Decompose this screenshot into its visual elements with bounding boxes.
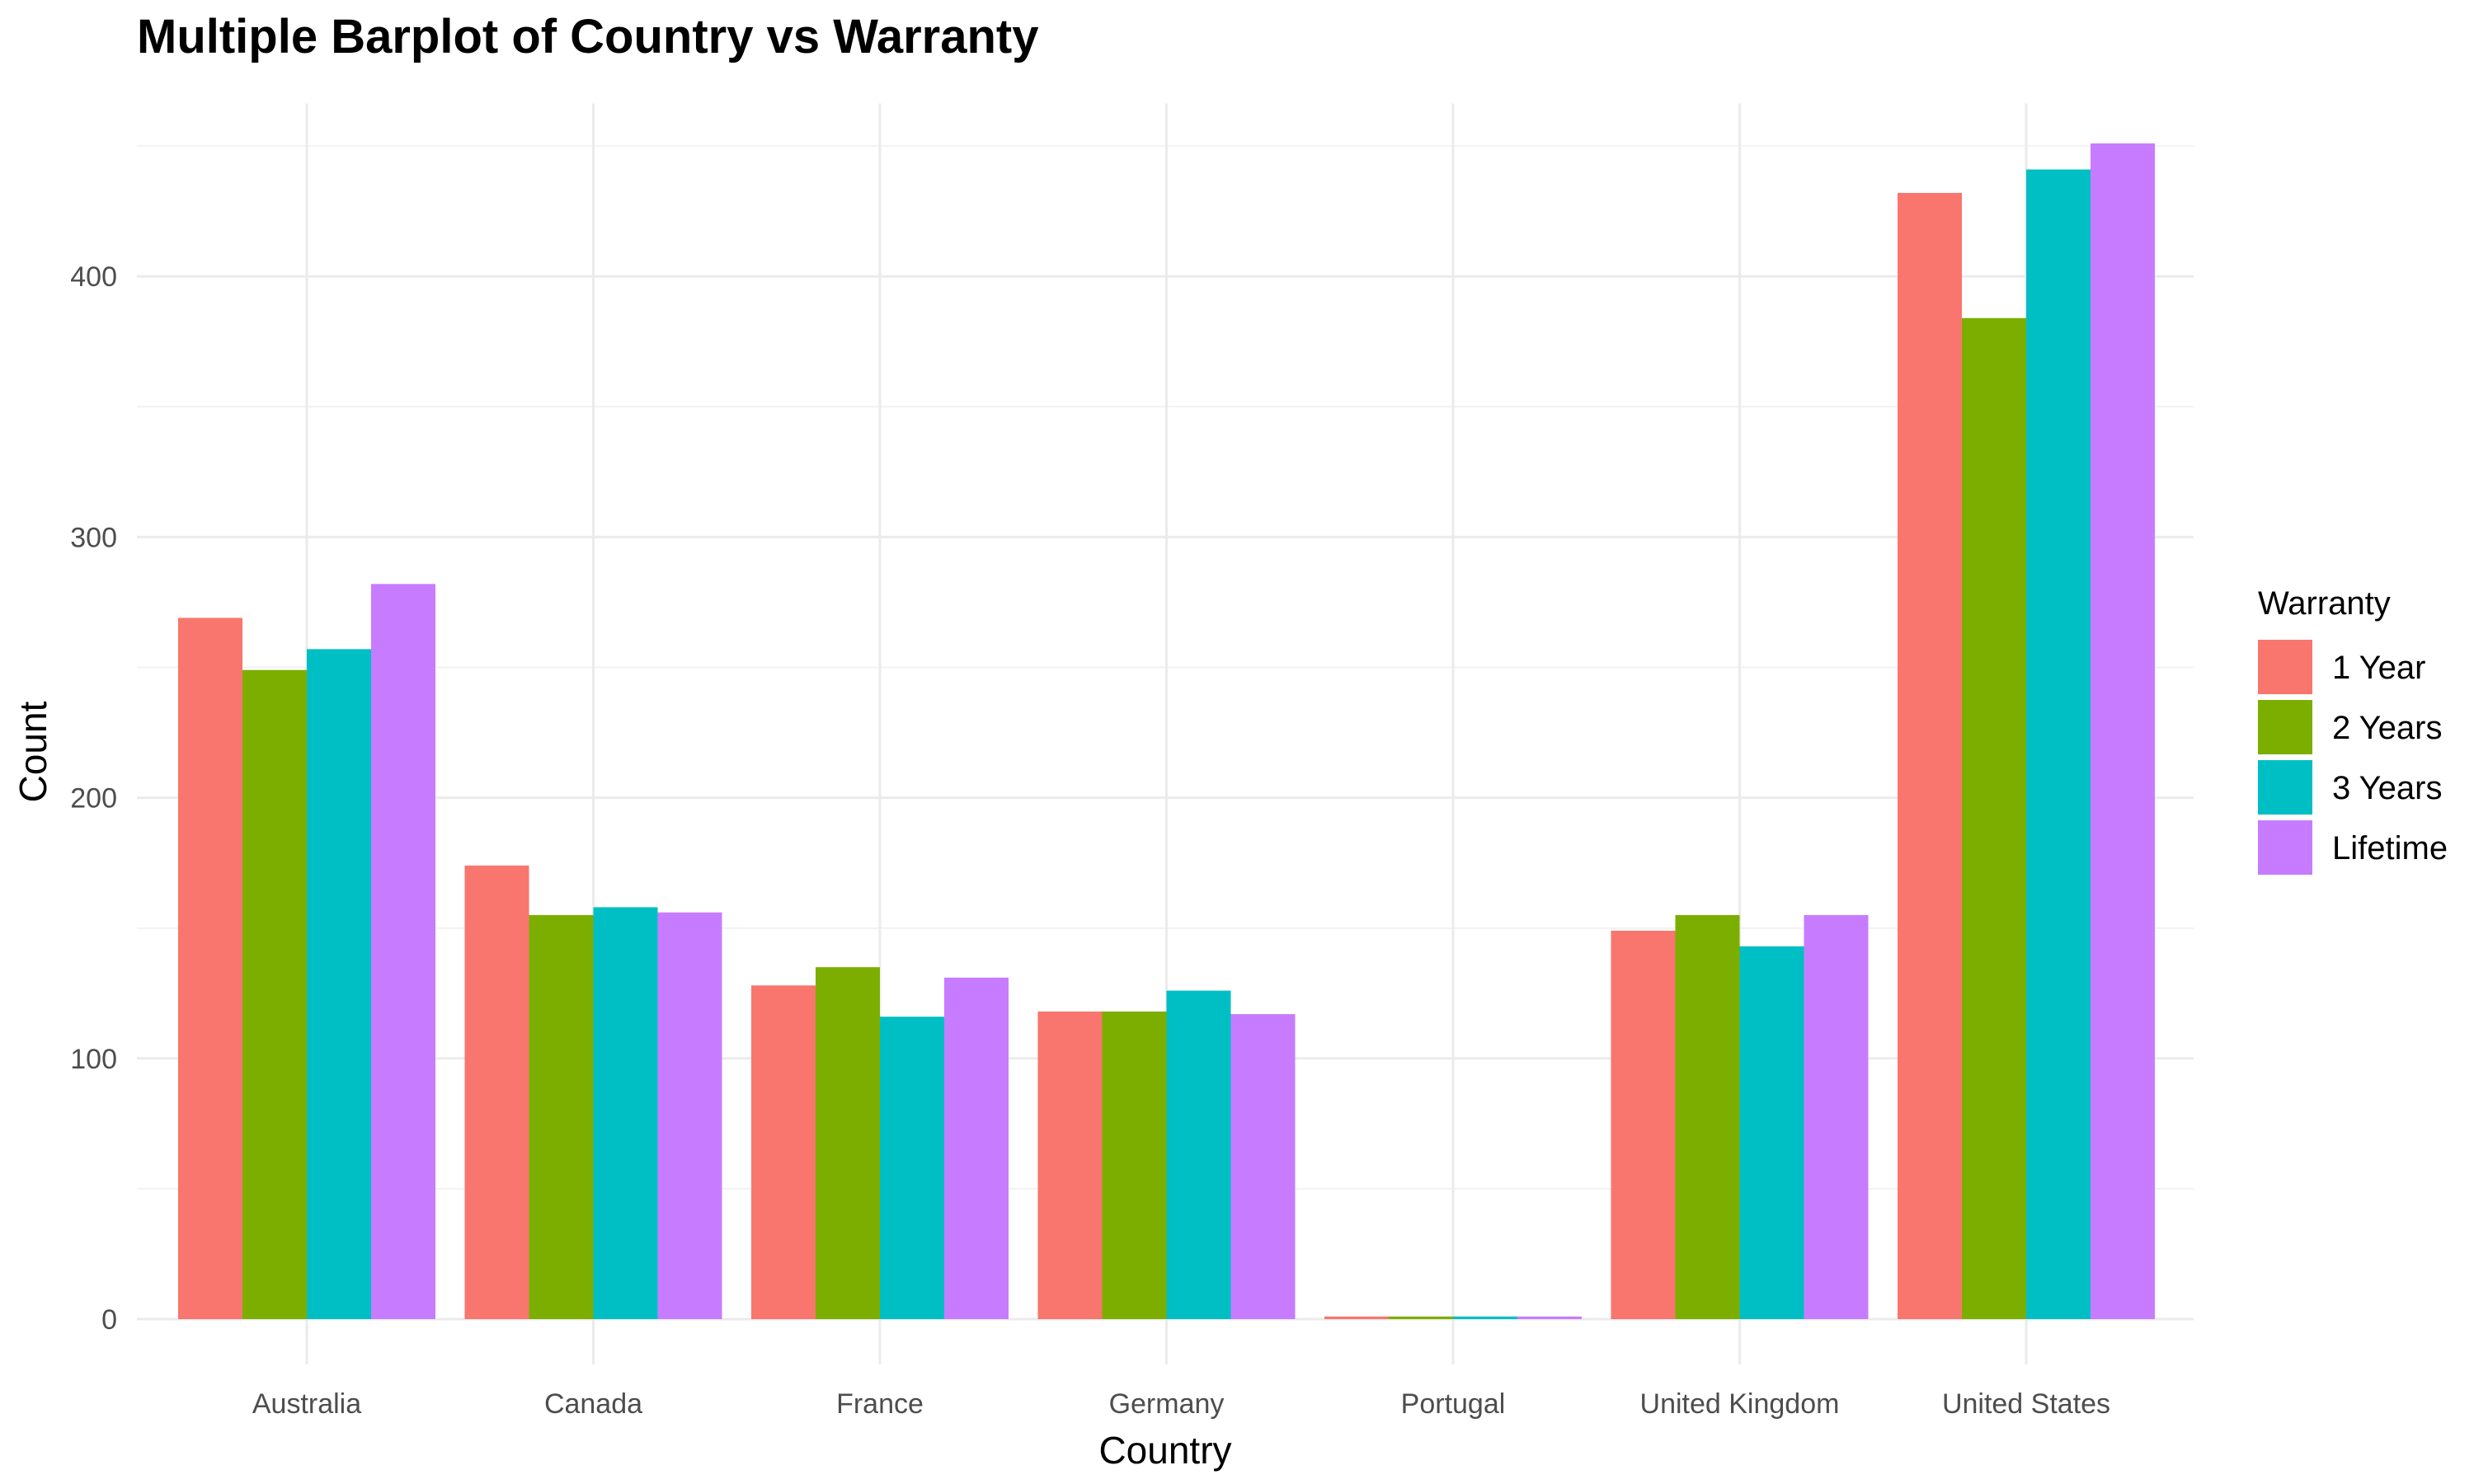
x-tick-label: Canada	[544, 1388, 642, 1420]
bar-canada-1-year	[464, 865, 529, 1319]
y-tick-label: 200	[70, 783, 117, 815]
bar-united-states-lifetime	[2091, 143, 2155, 1320]
bar-united-kingdom-lifetime	[1804, 914, 1869, 1319]
bar-canada-3-years	[593, 907, 658, 1319]
bar-germany-2-years	[1102, 1011, 1167, 1319]
chart-title: Multiple Barplot of Country vs Warranty	[137, 10, 1038, 63]
bar-united-states-3-years	[2026, 169, 2091, 1320]
bar-united-states-2-years	[1962, 317, 2026, 1319]
x-tick-label: Germany	[1109, 1388, 1225, 1420]
bar-australia-3-years	[307, 649, 371, 1319]
legend-label: 3 Years	[2332, 770, 2442, 806]
bar-portugal-1-year	[1324, 1316, 1389, 1319]
x-axis-ticks: Australia Canada France Germany Portugal Unit…	[252, 1388, 2110, 1420]
bar-portugal-lifetime	[1517, 1316, 1582, 1319]
legend-key	[2258, 760, 2312, 815]
bar-united-kingdom-1-year	[1611, 930, 1676, 1319]
bar-australia-2-years	[242, 669, 307, 1319]
bar-portugal-2-years	[1389, 1316, 1453, 1319]
y-tick-label: 300	[70, 522, 117, 553]
bar-australia-1-year	[178, 618, 242, 1319]
x-tick-label: United Kingdom	[1640, 1388, 1840, 1420]
legend-label: 1 Year	[2332, 650, 2425, 686]
bar-canada-2-years	[529, 914, 594, 1319]
x-tick-label: United States	[1942, 1388, 2110, 1420]
bar-france-3-years	[880, 1017, 944, 1319]
legend-key	[2258, 640, 2312, 694]
bar-germany-1-year	[1037, 1011, 1103, 1319]
bar-germany-lifetime	[1230, 1014, 1296, 1319]
bar-united-states-1-year	[1898, 193, 1962, 1320]
x-tick-label: France	[836, 1388, 924, 1420]
bar-france-1-year	[751, 985, 816, 1319]
y-tick-label: 0	[101, 1304, 117, 1336]
y-axis-ticks: 0 100 200 300 400	[70, 261, 117, 1336]
bar-france-lifetime	[944, 977, 1009, 1319]
legend-label: 2 Years	[2332, 710, 2442, 746]
bars	[178, 143, 2155, 1320]
legend-title: Warranty	[2258, 585, 2391, 622]
y-axis-title: Count	[12, 701, 54, 802]
bar-canada-lifetime	[657, 912, 722, 1319]
x-axis-title: Country	[1098, 1429, 1231, 1472]
bar-australia-lifetime	[371, 584, 435, 1319]
legend-label: Lifetime	[2332, 830, 2448, 866]
bar-germany-3-years	[1166, 990, 1231, 1319]
x-tick-label: Portugal	[1401, 1388, 1506, 1420]
y-tick-label: 100	[70, 1044, 117, 1075]
legend-key	[2258, 700, 2312, 754]
bar-france-2-years	[816, 967, 880, 1319]
y-tick-label: 400	[70, 261, 117, 293]
x-tick-label: Australia	[252, 1388, 361, 1420]
legend-key	[2258, 820, 2312, 875]
bar-united-kingdom-2-years	[1675, 914, 1740, 1319]
legend: Warranty 1 Year 2 Years 3 Years Lifetime	[2258, 585, 2448, 875]
bar-portugal-3-years	[1453, 1316, 1517, 1319]
bar-united-kingdom-3-years	[1739, 946, 1804, 1319]
